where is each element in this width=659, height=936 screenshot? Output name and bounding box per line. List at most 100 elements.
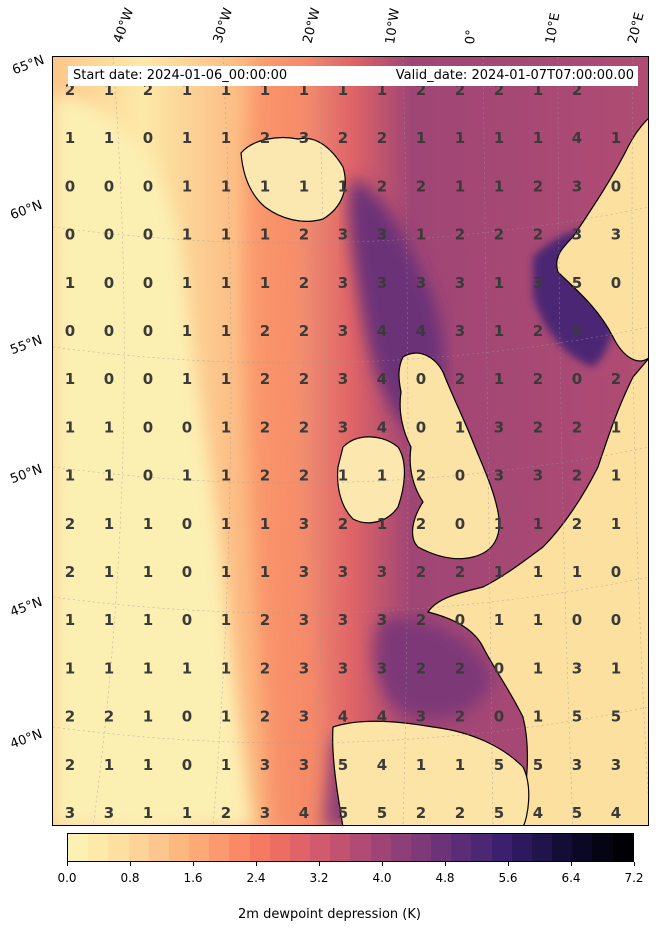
grid-value: 1 <box>494 129 504 147</box>
lat-label-50n: 50°N <box>8 461 45 488</box>
grid-value: 2 <box>572 467 582 485</box>
grid-value: 0 <box>182 418 192 436</box>
grid-value: 2 <box>572 81 582 99</box>
grid-value: 3 <box>299 515 309 533</box>
colorbar-tick-label: 6.4 <box>561 871 581 885</box>
grid-value: 1 <box>338 467 348 485</box>
grid-value: 3 <box>494 418 504 436</box>
grid-value: 1 <box>338 177 348 195</box>
grid-value: 1 <box>416 756 426 774</box>
grid-value: 3 <box>611 226 621 244</box>
grid-value: 1 <box>533 515 543 533</box>
grid-value: 4 <box>299 804 309 822</box>
grid-value: 5 <box>494 804 504 822</box>
grid-value: 1 <box>65 418 75 436</box>
grid-value: 3 <box>338 322 348 340</box>
grid-value: 1 <box>572 563 582 581</box>
grid-value: 0 <box>455 515 465 533</box>
grid-value: 1 <box>377 81 387 99</box>
grid-value: 0 <box>143 418 153 436</box>
grid-value: 2 <box>299 418 309 436</box>
grid-value: 1 <box>221 177 231 195</box>
grid-value: 2 <box>572 418 582 436</box>
grid-value: 2 <box>611 370 621 388</box>
grid-value: 1 <box>65 659 75 677</box>
colorbar-swatch <box>148 834 169 861</box>
colorbar-swatch <box>128 834 149 861</box>
grid-value: 2 <box>533 322 543 340</box>
colorbar-tick-mark <box>444 862 446 866</box>
colorbar-tick-mark <box>570 862 572 866</box>
grid-value: 1 <box>104 563 114 581</box>
grid-value: 1 <box>533 611 543 629</box>
grid-value: 1 <box>182 370 192 388</box>
grid-value: 1 <box>143 804 153 822</box>
grid-value: 1 <box>182 804 192 822</box>
grid-value: 0 <box>611 274 621 292</box>
grid-value: 0 <box>104 177 114 195</box>
grid-value: 1 <box>143 563 153 581</box>
grid-value: 2 <box>533 418 543 436</box>
grid-value: 1 <box>221 274 231 292</box>
grid-value: 3 <box>533 467 543 485</box>
grid-value: 1 <box>260 274 270 292</box>
grid-value-labels: 2 1 2 1 1 1 1 1 1 2 2 2 1 2 1 1 0 1 1 2 3 2 2 1 1 1 1 4 1 0 0 0 1 1 1 1 1 2 2 1… <box>65 81 621 822</box>
grid-value: 2 <box>455 804 465 822</box>
iberia-landmass <box>332 720 530 825</box>
field-pale-region <box>53 97 253 825</box>
grid-value: 1 <box>494 515 504 533</box>
colorbar-swatch <box>168 834 190 861</box>
grid-value: 1 <box>104 659 114 677</box>
grid-value: 2 <box>260 129 270 147</box>
grid-value: 1 <box>104 515 114 533</box>
grid-value: 2 <box>533 226 543 244</box>
grid-value: 4 <box>338 708 348 726</box>
grid-value: 1 <box>221 81 231 99</box>
grid-value: 1 <box>299 81 309 99</box>
grid-value: 2 <box>416 177 426 195</box>
grid-value: 2 <box>260 370 270 388</box>
grid-value: 1 <box>104 81 114 99</box>
grid-value: 1 <box>143 708 153 726</box>
grid-value: 1 <box>494 611 504 629</box>
colorbar-swatch <box>390 834 411 861</box>
grid-value: 3 <box>611 756 621 774</box>
grid-value: 3 <box>377 226 387 244</box>
grid-value: 2 <box>260 418 270 436</box>
colorbar-swatch <box>269 834 290 861</box>
grid-value: 4 <box>611 804 621 822</box>
grid-value: 2 <box>494 81 504 99</box>
grid-value: 1 <box>611 467 621 485</box>
lon-label-10e: 10°E <box>543 11 564 45</box>
grid-value: 2 <box>299 467 309 485</box>
grid-value: 1 <box>182 274 192 292</box>
grid-value: 3 <box>377 611 387 629</box>
grid-value: 1 <box>455 756 465 774</box>
colorbar-tick-mark <box>633 862 635 866</box>
grid-value: 1 <box>143 659 153 677</box>
colorbar-tick-label: 0.0 <box>57 871 77 885</box>
colorbar-title: 2m dewpoint depression (K) <box>238 907 421 922</box>
grid-value: 1 <box>221 322 231 340</box>
grid-value: 1 <box>260 515 270 533</box>
grid-value: 2 <box>299 226 309 244</box>
grid-value: 1 <box>221 467 231 485</box>
grid-value: 0 <box>143 177 153 195</box>
grid-value: 1 <box>65 274 75 292</box>
grid-value: 0 <box>104 322 114 340</box>
colorbar-swatch <box>249 834 270 861</box>
grid-value: 0 <box>416 418 426 436</box>
grid-value: 2 <box>338 515 348 533</box>
colorbar-tick-label: 1.6 <box>183 871 203 885</box>
grid-value: 0 <box>611 177 621 195</box>
colorbar-swatch <box>108 834 129 861</box>
grid-value: 1 <box>65 129 75 147</box>
grid-value: 1 <box>65 467 75 485</box>
iceland-landmass <box>240 136 346 222</box>
grid-value: 5 <box>338 756 348 774</box>
grid-value: 3 <box>572 756 582 774</box>
grid-value: 1 <box>494 370 504 388</box>
grid-value: 1 <box>221 129 231 147</box>
grid-value: 1 <box>221 418 231 436</box>
grid-value: 3 <box>299 611 309 629</box>
